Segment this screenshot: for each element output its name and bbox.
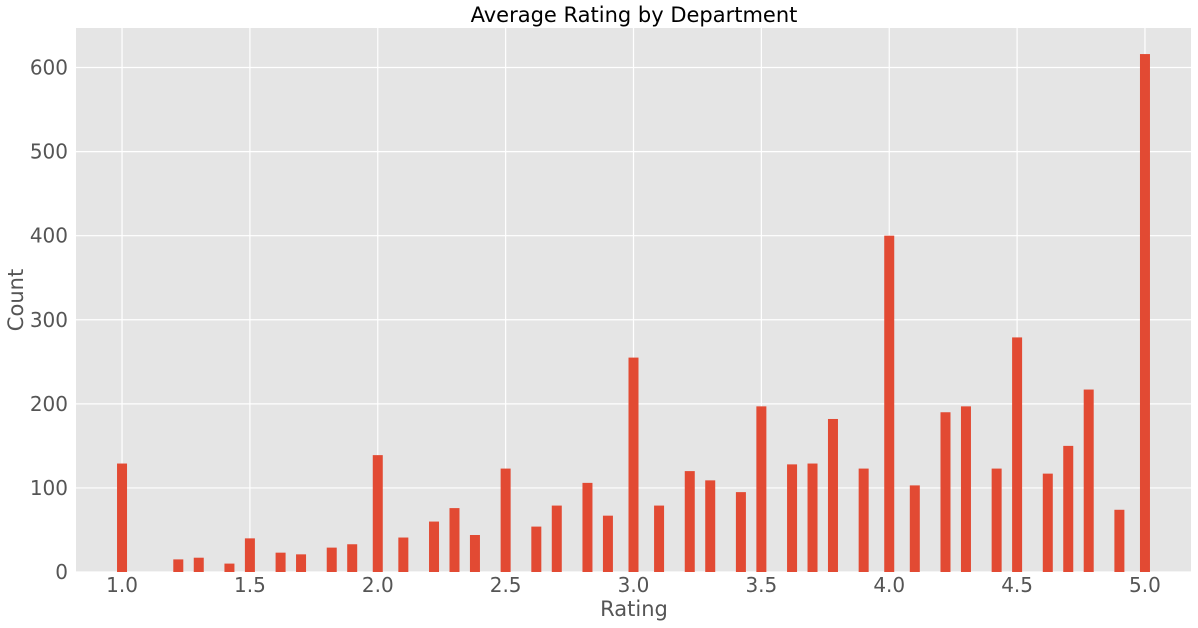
histogram-bar xyxy=(449,508,460,572)
histogram-bar xyxy=(735,492,746,572)
x-tick-label: 3.0 xyxy=(618,573,650,597)
y-tick-label: 600 xyxy=(30,56,68,80)
y-tick-label: 400 xyxy=(30,224,68,248)
x-tick-label: 5.0 xyxy=(1129,573,1161,597)
histogram-bar xyxy=(654,505,665,572)
y-tick-label: 300 xyxy=(30,308,68,332)
x-tick-label: 1.0 xyxy=(106,573,138,597)
histogram-bar xyxy=(173,559,184,572)
histogram-bar xyxy=(1114,509,1125,572)
histogram-bar xyxy=(756,406,767,572)
histogram-bar xyxy=(326,547,337,572)
histogram-bar xyxy=(909,485,920,572)
y-axis-label: Count xyxy=(4,269,28,331)
histogram-bar xyxy=(940,412,951,572)
x-tick-label: 1.5 xyxy=(234,573,266,597)
histogram-bar xyxy=(244,538,255,572)
bars xyxy=(117,54,1150,572)
histogram-bar xyxy=(347,544,358,572)
histogram-bar xyxy=(991,468,1002,572)
histogram-bar xyxy=(117,463,128,572)
histogram-bar xyxy=(372,455,383,572)
chart-title: Average Rating by Department xyxy=(471,3,798,27)
histogram-bar xyxy=(858,468,869,572)
histogram-bar xyxy=(684,471,695,572)
histogram-bar xyxy=(398,537,409,572)
histogram-bar xyxy=(1012,337,1023,572)
histogram-bar xyxy=(602,515,613,572)
x-tick-label: 2.0 xyxy=(362,573,394,597)
x-tick-label: 4.5 xyxy=(1001,573,1033,597)
y-tick-labels: 0 100 200 300 400 500 600 xyxy=(30,56,68,584)
histogram-bar xyxy=(429,521,440,572)
histogram-bar xyxy=(827,418,838,572)
x-tick-label: 3.5 xyxy=(745,573,777,597)
x-tick-labels: 1.0 1.5 2.0 2.5 3.0 3.5 4.0 4.5 5.0 xyxy=(106,573,1161,597)
histogram-bar xyxy=(807,463,818,572)
histogram-bar xyxy=(1139,54,1150,572)
histogram-bar xyxy=(296,554,307,572)
histogram-bar xyxy=(500,468,511,572)
histogram-bar xyxy=(193,557,204,572)
histogram-bar xyxy=(787,464,798,572)
histogram-bar xyxy=(960,406,971,572)
histogram-bar xyxy=(551,505,562,572)
y-tick-label: 200 xyxy=(30,392,68,416)
histogram-bar xyxy=(582,482,593,572)
histogram-bar xyxy=(275,552,286,572)
histogram-bar xyxy=(531,526,542,572)
histogram-bar xyxy=(705,480,716,572)
x-tick-label: 2.5 xyxy=(490,573,522,597)
histogram-bar xyxy=(1042,473,1053,572)
histogram-bar xyxy=(884,235,895,572)
y-tick-label: 500 xyxy=(30,140,68,164)
y-tick-label: 100 xyxy=(30,476,68,500)
y-tick-label: 0 xyxy=(55,560,68,584)
x-tick-label: 4.0 xyxy=(873,573,905,597)
histogram-bar xyxy=(628,357,639,572)
histogram-bar xyxy=(1063,445,1074,572)
histogram-bar xyxy=(224,563,235,572)
histogram-bar xyxy=(469,535,480,572)
x-axis-label: Rating xyxy=(600,597,668,621)
histogram-bar xyxy=(1083,389,1094,572)
